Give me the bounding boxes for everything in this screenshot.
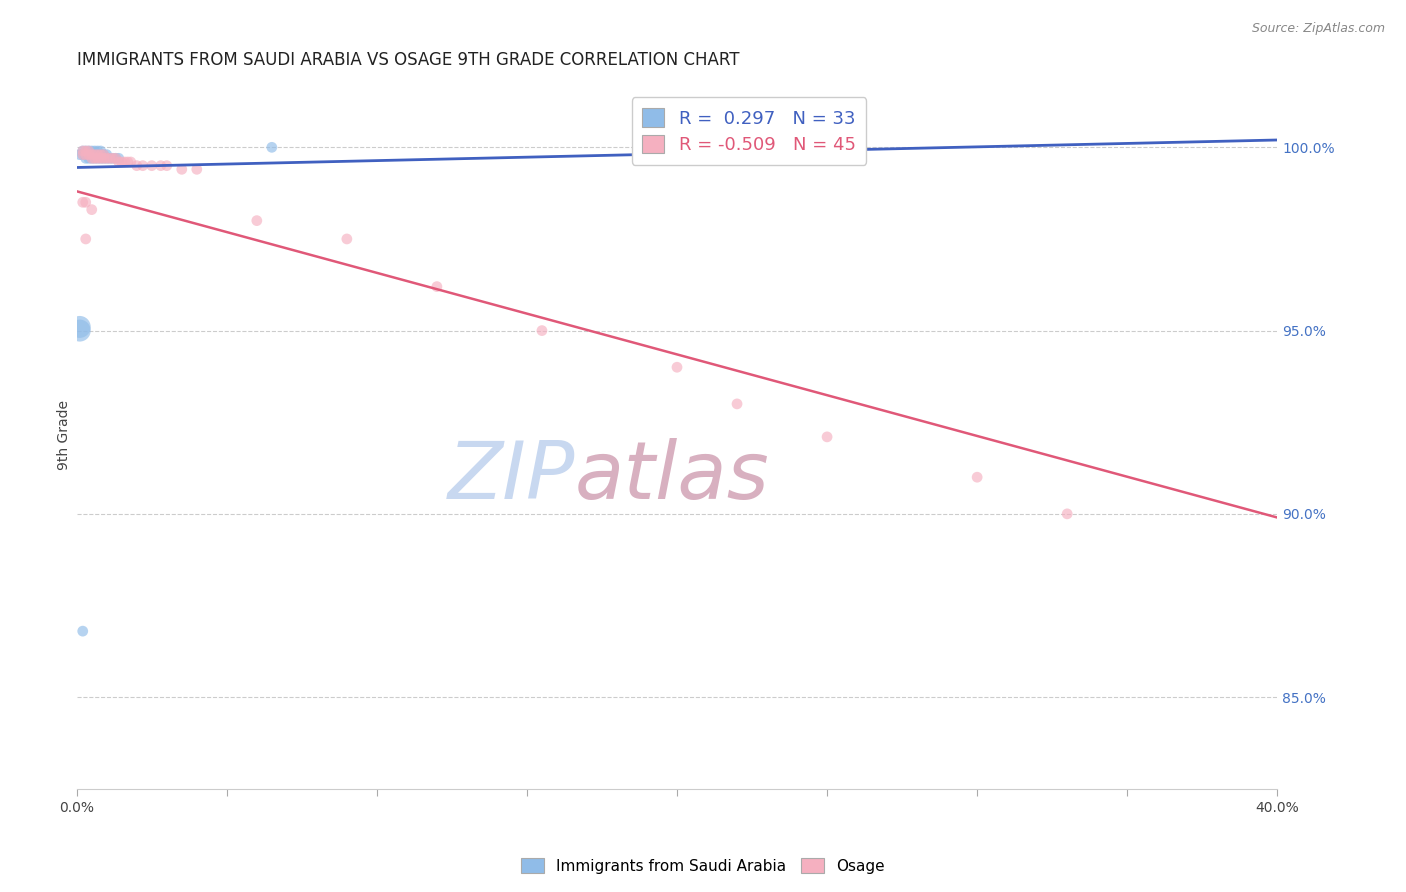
Point — [966, 470, 988, 484]
Point — [75, 144, 97, 158]
Point — [90, 147, 112, 161]
Point — [96, 147, 118, 161]
Point — [246, 213, 269, 227]
Point — [336, 232, 359, 246]
Point — [75, 151, 97, 165]
Point — [107, 151, 129, 165]
Point — [530, 324, 553, 338]
Point — [69, 147, 91, 161]
Point — [156, 159, 179, 173]
Point — [96, 151, 118, 165]
Point — [120, 155, 142, 169]
Point — [80, 147, 103, 161]
Point — [104, 151, 127, 165]
Point — [98, 151, 121, 165]
Point — [75, 147, 97, 161]
Point — [107, 155, 129, 169]
Point — [93, 147, 115, 161]
Point — [75, 195, 97, 210]
Text: Source: ZipAtlas.com: Source: ZipAtlas.com — [1251, 22, 1385, 36]
Point — [80, 151, 103, 165]
Point — [93, 147, 115, 161]
Legend: Immigrants from Saudi Arabia, Osage: Immigrants from Saudi Arabia, Osage — [515, 852, 891, 880]
Point — [83, 151, 105, 165]
Point — [90, 151, 112, 165]
Point — [77, 151, 100, 165]
Point — [186, 162, 208, 177]
Point — [1056, 507, 1078, 521]
Point — [72, 144, 94, 158]
Point — [75, 144, 97, 158]
Point — [69, 324, 91, 338]
Point — [141, 159, 163, 173]
Point — [90, 151, 112, 165]
Point — [77, 147, 100, 161]
Legend: R =  0.297   N = 33, R = -0.509   N = 45: R = 0.297 N = 33, R = -0.509 N = 45 — [631, 97, 866, 165]
Point — [72, 144, 94, 158]
Point — [96, 151, 118, 165]
Point — [725, 397, 748, 411]
Point — [83, 147, 105, 161]
Point — [93, 151, 115, 165]
Point — [69, 320, 91, 334]
Point — [77, 144, 100, 158]
Point — [80, 147, 103, 161]
Point — [98, 151, 121, 165]
Point — [90, 147, 112, 161]
Point — [87, 147, 110, 161]
Point — [75, 147, 97, 161]
Point — [72, 624, 94, 639]
Point — [80, 202, 103, 217]
Point — [77, 147, 100, 161]
Point — [90, 144, 112, 158]
Point — [125, 159, 148, 173]
Point — [132, 159, 155, 173]
Point — [149, 159, 172, 173]
Point — [114, 155, 136, 169]
Point — [77, 144, 100, 158]
Point — [170, 162, 193, 177]
Point — [111, 155, 134, 169]
Point — [104, 151, 127, 165]
Text: atlas: atlas — [575, 439, 769, 516]
Y-axis label: 9th Grade: 9th Grade — [58, 400, 72, 470]
Point — [426, 279, 449, 293]
Point — [72, 147, 94, 161]
Point — [75, 232, 97, 246]
Point — [101, 151, 124, 165]
Point — [80, 144, 103, 158]
Text: ZIP: ZIP — [447, 439, 575, 516]
Point — [101, 151, 124, 165]
Point — [260, 140, 283, 154]
Point — [83, 144, 105, 158]
Point — [87, 144, 110, 158]
Point — [87, 151, 110, 165]
Point — [72, 195, 94, 210]
Point — [83, 147, 105, 161]
Point — [815, 430, 838, 444]
Point — [87, 147, 110, 161]
Point — [80, 151, 103, 165]
Point — [72, 147, 94, 161]
Point — [93, 151, 115, 165]
Point — [87, 151, 110, 165]
Text: IMMIGRANTS FROM SAUDI ARABIA VS OSAGE 9TH GRADE CORRELATION CHART: IMMIGRANTS FROM SAUDI ARABIA VS OSAGE 9T… — [77, 51, 740, 69]
Point — [666, 360, 689, 375]
Point — [117, 155, 139, 169]
Point — [83, 151, 105, 165]
